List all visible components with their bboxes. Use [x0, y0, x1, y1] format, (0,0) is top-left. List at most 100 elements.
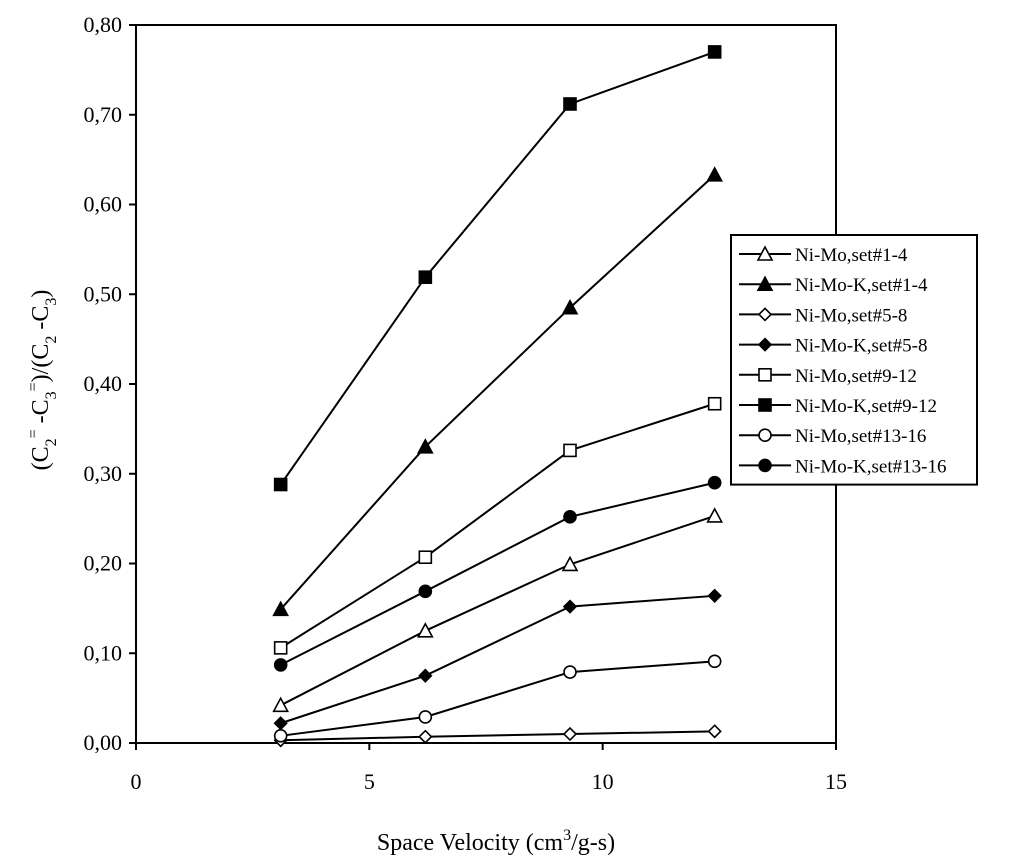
data-point	[706, 507, 724, 523]
data-point	[707, 588, 722, 603]
data-point	[563, 665, 577, 679]
legend-marker	[757, 337, 773, 352]
legend: Ni-Mo,set#1-4 Ni-Mo-K,set#1-4 Ni-Mo,set#5-…	[730, 234, 978, 486]
y-axis-title: (C2= -C3=)/(C2 -C3)	[25, 290, 60, 471]
data-point	[273, 641, 288, 655]
series-line	[280, 660, 715, 737]
legend-label: Ni-Mo,set#9-12	[795, 366, 917, 387]
y-tick-label: 0,00	[84, 730, 123, 755]
data-point	[273, 716, 288, 731]
legend-item: Ni-Mo,set#13-16	[739, 426, 926, 447]
series-2	[272, 166, 724, 617]
legend-item: Ni-Mo-K,set#1-4	[739, 275, 928, 296]
legend-box	[730, 234, 978, 486]
legend-label: Ni-Mo-K,set#9-12	[795, 396, 937, 417]
data-point	[273, 477, 288, 492]
data-point	[418, 584, 433, 599]
y-axis-title-part: -C	[28, 399, 54, 429]
y-axis-title-part: 3	[43, 298, 60, 306]
data-point	[563, 97, 577, 111]
legend-marker	[757, 307, 773, 322]
legend-item: Ni-Mo-K,set#13-16	[739, 456, 946, 477]
legend-item: Ni-Mo-K,set#5-8	[739, 336, 927, 357]
y-axis-title-part: 3	[43, 391, 60, 399]
data-point	[418, 729, 433, 744]
y-tick-label: 0,10	[84, 640, 123, 665]
y-tick-label: 0,20	[84, 551, 123, 576]
y-tick-label: 0,60	[84, 192, 123, 217]
data-point	[418, 668, 433, 683]
legend-marker	[756, 245, 774, 261]
legend-item: Ni-Mo-K,set#9-12	[739, 396, 937, 417]
data-point	[706, 166, 724, 182]
x-tick-label: 10	[592, 769, 614, 794]
data-point	[273, 729, 288, 743]
series-line	[280, 481, 715, 666]
y-tick-label: 0,70	[84, 102, 123, 127]
data-point	[707, 396, 722, 411]
data-point	[416, 622, 434, 638]
data-point	[561, 299, 579, 315]
data-point	[707, 654, 722, 669]
data-point	[707, 45, 722, 59]
series-line	[280, 402, 715, 649]
legend-item: Ni-Mo,set#9-12	[739, 366, 917, 387]
series-6	[273, 45, 722, 492]
series-4	[273, 588, 722, 731]
data-point	[562, 726, 578, 742]
y-axis-title-part: (C	[28, 446, 54, 470]
series-3	[273, 724, 722, 748]
legend-marker	[758, 398, 772, 412]
legend-label: Ni-Mo-K,set#1-4	[795, 275, 928, 296]
x-axis: 0 5 10 15	[131, 743, 847, 794]
x-axis-title: Space Velocity (cm3/g-s)	[377, 827, 615, 856]
legend-marker	[758, 458, 772, 473]
y-axis-title-part: )/(C	[28, 344, 54, 383]
y-axis-title-part: -C	[28, 306, 54, 336]
series-5	[273, 396, 722, 655]
y-axis-title-part: =	[25, 429, 42, 438]
series-7	[273, 654, 722, 743]
data-point	[418, 270, 433, 284]
data-point	[707, 724, 722, 739]
data-point	[563, 510, 577, 524]
legend-label: Ni-Mo,set#5-8	[795, 305, 907, 326]
legend-label: Ni-Mo-K,set#5-8	[795, 336, 927, 357]
series-8	[273, 475, 722, 672]
series-1	[272, 507, 724, 713]
series-line	[279, 174, 716, 610]
y-tick-label: 0,30	[84, 461, 123, 486]
data-point	[418, 550, 433, 565]
y-axis-title-part: 2	[43, 336, 60, 344]
data-point	[273, 658, 288, 672]
data-point	[563, 443, 577, 458]
legend-marker	[758, 367, 772, 382]
y-tick-label: 0,40	[84, 371, 123, 396]
data-point	[707, 475, 722, 490]
data-point	[562, 599, 578, 614]
legend-item: Ni-Mo,set#1-4	[739, 245, 908, 266]
series-line	[280, 514, 715, 707]
legend-label: Ni-Mo,set#13-16	[795, 426, 926, 447]
y-tick-label: 0,50	[84, 281, 123, 306]
legend-marker	[756, 275, 774, 292]
y-axis-title-part: =	[25, 382, 42, 391]
series-line	[279, 50, 716, 486]
x-axis-title-part: 3	[563, 827, 571, 844]
y-axis-title-part: )	[28, 290, 54, 298]
data-point	[272, 600, 290, 617]
x-tick-label: 15	[825, 769, 847, 794]
x-axis-title-part: /g-s)	[571, 830, 615, 856]
legend-marker	[758, 428, 772, 443]
series-layer	[272, 45, 724, 748]
data-point	[272, 696, 290, 713]
legend-label: Ni-Mo,set#1-4	[795, 245, 908, 266]
data-point	[416, 438, 434, 454]
y-tick-label: 0,80	[84, 12, 123, 37]
data-point	[561, 555, 579, 572]
x-tick-label: 5	[364, 769, 375, 794]
y-axis-title-part: 2	[43, 438, 60, 446]
legend-label: Ni-Mo-K,set#13-16	[795, 456, 946, 477]
